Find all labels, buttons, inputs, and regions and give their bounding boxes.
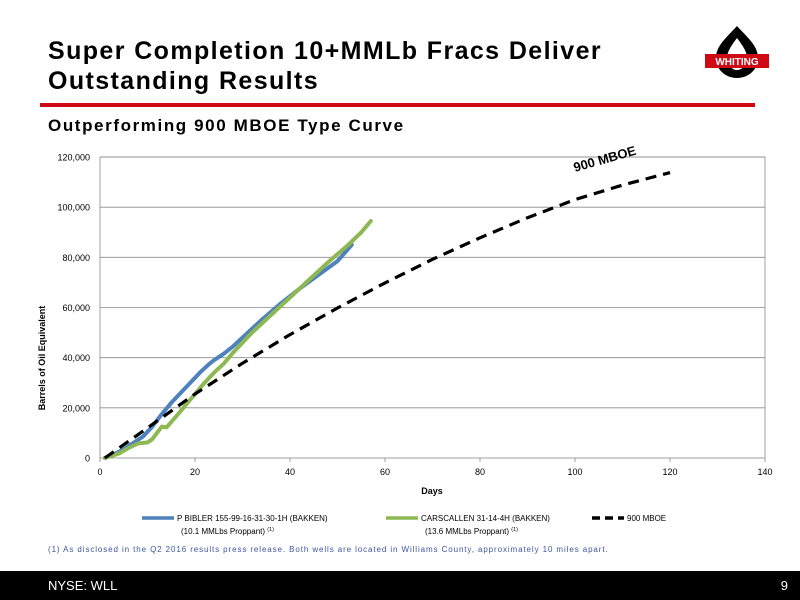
legend-sublabel-2: (13.6 MMLbs Proppant) (1) xyxy=(425,527,518,536)
x-tick-label: 100 xyxy=(567,467,582,477)
chart-tick-labels: 0 20,000 40,000 60,000 80,000 100,000 120,000 0… xyxy=(57,153,772,478)
x-tick-label: 80 xyxy=(475,467,485,477)
y-tick-label: 20,000 xyxy=(62,403,90,413)
legend-footnote-ref-1: (1) xyxy=(267,527,274,533)
y-tick-label: 120,000 xyxy=(57,153,90,163)
slide-title: Super Completion 10+MMLb Fracs Deliver O… xyxy=(48,36,688,96)
x-tick-label: 120 xyxy=(662,467,677,477)
y-tick-label: 40,000 xyxy=(62,353,90,363)
x-tick-label: 40 xyxy=(285,467,295,477)
series-line-3 xyxy=(103,171,671,460)
x-tick-label: 140 xyxy=(757,467,772,477)
legend-label-3: 900 MBOE xyxy=(627,514,666,523)
y-tick-label: 60,000 xyxy=(62,303,90,313)
x-tick-label: 60 xyxy=(380,467,390,477)
x-tick-label: 20 xyxy=(190,467,200,477)
logo-text: WHITING xyxy=(715,57,759,68)
legend-sublabel-1: (10.1 MMLbs Proppant) (1) xyxy=(181,527,274,536)
logo-band xyxy=(705,54,769,68)
plot-area-frame xyxy=(99,156,766,459)
slide-subtitle: Outperforming 900 MBOE Type Curve xyxy=(48,116,405,135)
footnote: (1) As disclosed in the Q2 2016 results … xyxy=(48,545,609,554)
chart-annotation: 900 MBOE xyxy=(572,143,638,175)
y-axis-label: Barrels of Oil Equivalent xyxy=(37,306,47,411)
chart-legend: P BIBLER 155-99-16-31-30-1H (BAKKEN) (10.… xyxy=(142,514,666,536)
x-axis-label: Days xyxy=(421,486,443,496)
x-tick-label: 0 xyxy=(97,467,102,477)
legend-label-1: P BIBLER 155-99-16-31-30-1H (BAKKEN) xyxy=(177,514,328,523)
series-line-2 xyxy=(102,219,373,460)
stock-ticker: NYSE: WLL xyxy=(48,578,118,593)
y-tick-label: 80,000 xyxy=(62,253,90,263)
whiting-logo: WHITING xyxy=(705,26,769,78)
footer-bar: NYSE: WLL 9 xyxy=(0,571,800,600)
page-number: 9 xyxy=(780,578,788,593)
chart-series-lines xyxy=(102,171,671,460)
title-line-1: Super Completion 10+MMLb Fracs Deliver xyxy=(48,37,603,65)
title-line-2: Outstanding Results xyxy=(48,67,320,95)
title-divider xyxy=(40,103,755,107)
chart-axes xyxy=(99,156,766,462)
legend-footnote-ref-2: (1) xyxy=(511,527,518,533)
legend-label-2: CARSCALLEN 31-14-4H (BAKKEN) xyxy=(421,514,550,523)
production-chart: 0 20,000 40,000 60,000 80,000 100,000 120,000 0… xyxy=(37,143,773,536)
y-tick-label: 0 xyxy=(85,454,90,464)
y-tick-label: 100,000 xyxy=(57,203,90,213)
